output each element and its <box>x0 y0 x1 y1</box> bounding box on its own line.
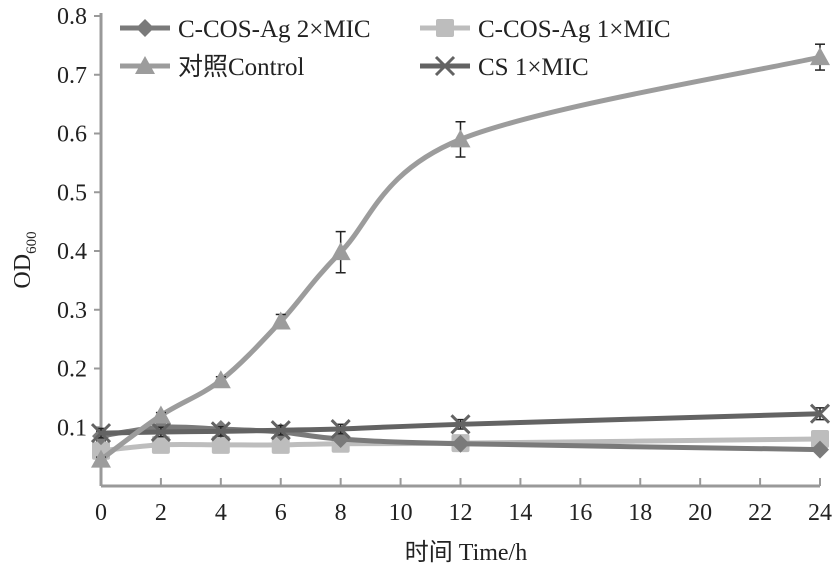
y-tick-label: 0.6 <box>57 122 87 148</box>
x-tick-label: 24 <box>808 500 832 526</box>
x-tick-label: 4 <box>215 500 227 526</box>
data-point <box>271 435 290 454</box>
data-point <box>330 242 351 261</box>
y-tick-label: 0.8 <box>57 4 87 30</box>
marker-stroke <box>210 421 231 442</box>
data-point <box>151 435 170 454</box>
axes: 0 2 4 6 8 10 12 14 16 18 20 22 240.10.20.30.40.50.60… <box>57 4 832 526</box>
legend-marker <box>434 55 456 77</box>
data-point <box>450 129 471 148</box>
legend-marker <box>135 56 155 74</box>
marker-stroke <box>434 55 456 77</box>
data-point <box>210 421 231 442</box>
y-tick-label: 0.4 <box>57 239 87 265</box>
x-tick-label: 20 <box>688 500 712 526</box>
data-point <box>210 370 231 389</box>
plot-area <box>90 43 831 468</box>
legend-item: CS 1×MIC <box>420 54 589 81</box>
marker-stroke <box>270 420 291 441</box>
data-point <box>450 414 471 435</box>
y-axis-label: OD600 <box>10 231 40 288</box>
y-tick-label: 0.5 <box>57 180 87 206</box>
data-point <box>811 440 829 459</box>
marker-stroke <box>150 421 171 443</box>
data-point <box>90 423 112 444</box>
series-line <box>100 436 821 454</box>
data-point <box>330 418 351 440</box>
series-line <box>100 411 821 436</box>
x-tick-label: 22 <box>748 500 772 526</box>
x-tick-label: 8 <box>335 500 347 526</box>
y-axis-label-subscript: 600 <box>24 231 40 254</box>
series-line <box>100 424 821 453</box>
x-tick-label: 16 <box>568 500 592 526</box>
data-point <box>211 435 230 454</box>
legend-item: C-COS-Ag 2×MIC <box>120 16 371 43</box>
x-tick-label: 12 <box>449 500 473 526</box>
y-tick-label: 0.3 <box>57 298 87 324</box>
y-tick-label: 0.7 <box>57 63 87 89</box>
marker-stroke <box>450 414 471 435</box>
legend-item: 对照Control <box>120 53 304 81</box>
y-tick-label: 0.1 <box>57 415 87 441</box>
data-point <box>150 405 171 424</box>
data-point <box>811 430 829 448</box>
x-tick-label: 10 <box>389 500 413 526</box>
series-3 <box>90 403 831 444</box>
x-axis-label: 时间 Time/h <box>405 539 527 566</box>
data-point <box>810 47 830 66</box>
legend-label: C-COS-Ag 2×MIC <box>178 16 371 43</box>
legend-item: C-COS-Ag 1×MIC <box>420 16 671 43</box>
x-tick-label: 2 <box>155 500 167 526</box>
legend-marker <box>136 19 154 37</box>
legend-label: 对照Control <box>178 53 304 81</box>
data-point <box>270 420 291 441</box>
legend-marker <box>436 19 454 37</box>
data-point <box>150 421 171 443</box>
y-tick-label: 0.2 <box>57 357 87 383</box>
marker-stroke <box>809 403 831 424</box>
data-point <box>91 449 111 468</box>
x-tick-label: 6 <box>275 500 287 526</box>
legend: C-COS-Ag 2×MIC C-COS-Ag 1×MIC 对照Control CS … <box>120 16 671 81</box>
series-2 <box>91 43 830 468</box>
data-point <box>809 403 831 424</box>
data-point <box>451 434 470 453</box>
legend-label: C-COS-Ag 1×MIC <box>478 16 671 43</box>
legend-label: CS 1×MIC <box>478 54 589 81</box>
x-tick-label: 14 <box>508 500 532 526</box>
data-point <box>270 311 291 330</box>
series-line <box>99 54 821 462</box>
marker-stroke <box>330 418 351 440</box>
x-tick-label: 0 <box>95 500 107 526</box>
x-tick-label: 18 <box>628 500 652 526</box>
marker-stroke <box>90 423 112 444</box>
